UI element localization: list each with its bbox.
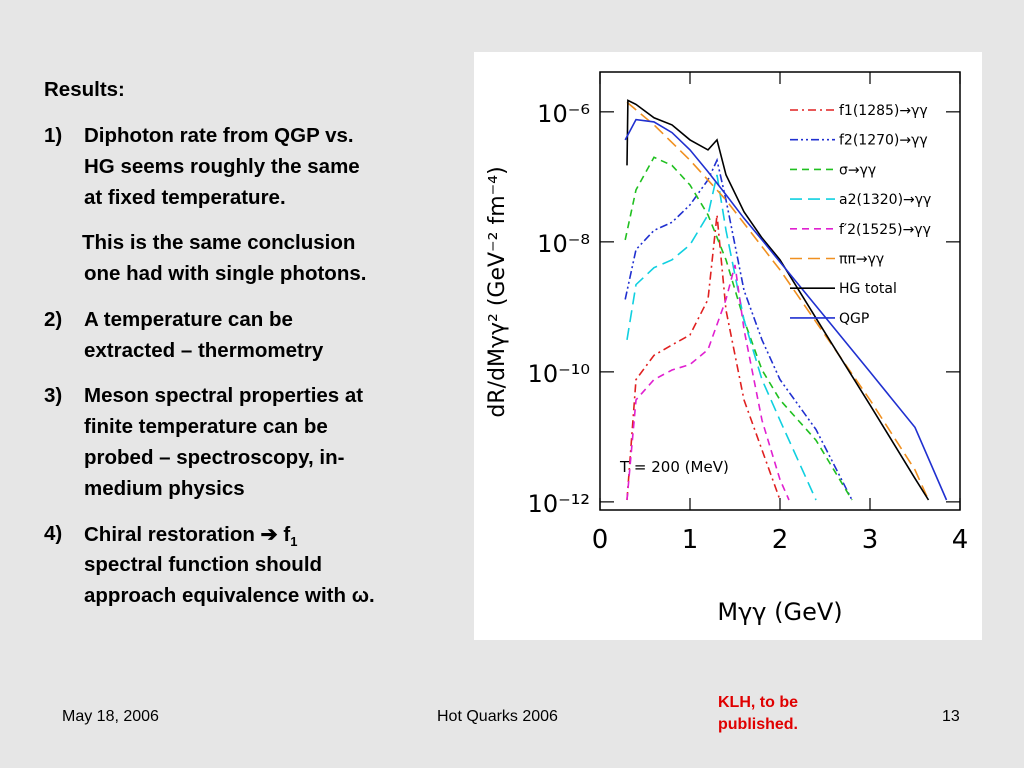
legend-label: f2(1270)→γγ <box>839 133 928 149</box>
y-tick-label: 10⁻¹⁰ <box>528 360 590 388</box>
item-number: 3) <box>44 384 63 407</box>
item-line: at fixed temperature. <box>84 186 286 209</box>
subscript: 1 <box>290 534 298 550</box>
legend-label: HG total <box>839 281 897 297</box>
item-line: This is the same conclusion <box>82 231 356 254</box>
y-tick-label: 10⁻¹² <box>528 490 590 518</box>
series-line <box>626 214 781 501</box>
item-line: Diphoton rate from QGP vs. <box>84 124 354 147</box>
x-tick-label: 1 <box>682 525 699 555</box>
item-line: HG seems roughly the same <box>84 155 360 178</box>
legend-label: σ→γγ <box>839 162 876 178</box>
legend-label: f1(1285)→γγ <box>839 103 928 119</box>
y-axis-label: dR/dMγγ² (GeV⁻² fm⁻⁴) <box>485 166 510 417</box>
y-tick-label: 10⁻⁶ <box>537 100 590 128</box>
item-line: medium physics <box>84 477 245 500</box>
series-line <box>626 174 817 501</box>
item-line: extracted – thermometry <box>84 339 324 362</box>
x-tick-label: 2 <box>772 525 789 555</box>
item-number: 2) <box>44 308 63 331</box>
heading: Results: <box>44 78 125 101</box>
x-tick-label: 4 <box>952 525 969 555</box>
footer-date: May 18, 2006 <box>62 708 159 725</box>
item-line: probed – spectroscopy, in- <box>84 446 345 469</box>
y-tick-label: 10⁻⁸ <box>537 230 590 258</box>
item-line: finite temperature can be <box>84 415 328 438</box>
footer-title: Hot Quarks 2006 <box>437 708 558 725</box>
item-line: Meson spectral properties at <box>84 384 364 407</box>
series-line <box>626 264 790 501</box>
annotation: T = 200 (MeV) <box>619 458 729 476</box>
legend-label: f′2(1525)→γγ <box>839 222 931 238</box>
footer-page: 13 <box>942 708 960 725</box>
chart: T = 200 (MeV) Mγγ (GeV) dR/dMγγ² (GeV⁻² … <box>474 52 982 640</box>
legend-label: a2(1320)→γγ <box>839 192 931 208</box>
legend-label: QGP <box>839 311 869 327</box>
series-line <box>626 99 930 501</box>
footer-note: KLH, to be published. <box>718 694 798 733</box>
item-number: 4) <box>44 522 63 545</box>
series-line <box>626 101 930 501</box>
series-line <box>624 157 853 501</box>
x-tick-label: 3 <box>862 525 879 555</box>
x-tick-label: 0 <box>592 525 609 555</box>
item-number: 1) <box>44 124 63 147</box>
item-line: spectral function should <box>84 553 323 576</box>
series-line <box>624 118 948 501</box>
legend-label: ππ→γγ <box>839 252 884 268</box>
item-line: A temperature can be <box>84 308 293 331</box>
x-axis-label: Mγγ (GeV) <box>717 598 842 626</box>
item-line: Chiral restoration ➔ f1 <box>84 523 298 550</box>
plot-lines <box>624 99 948 501</box>
item-line: approach equivalence with ω. <box>84 584 375 607</box>
item-line: one had with single photons. <box>84 262 367 285</box>
series-line <box>624 156 853 501</box>
